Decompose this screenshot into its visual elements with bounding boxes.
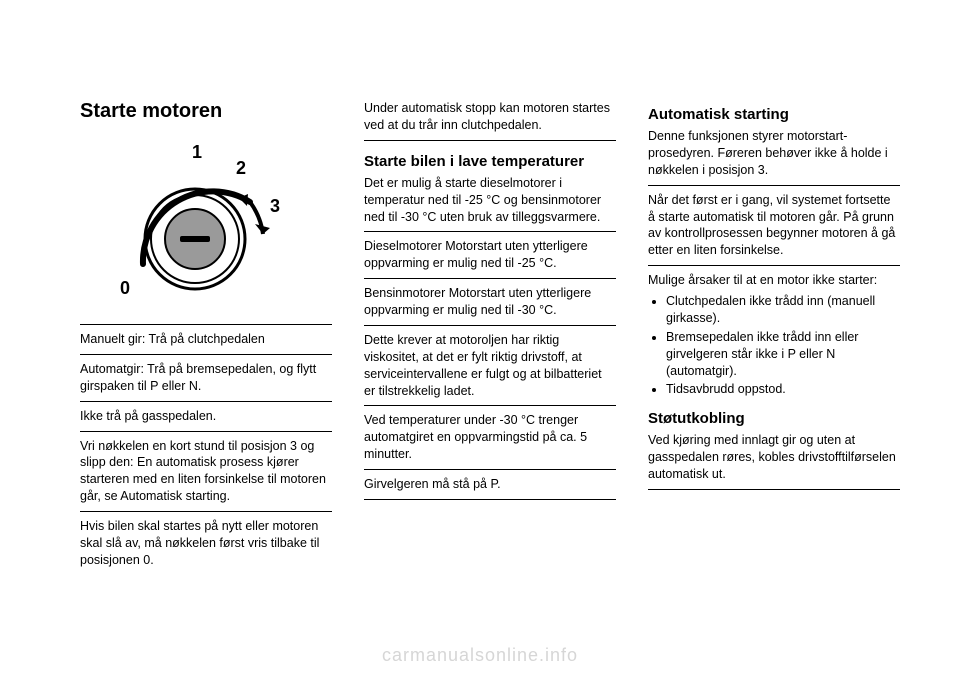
dial-label-3: 3 bbox=[270, 196, 280, 216]
para-autostart-process: Når det først er i gang, vil systemet fo… bbox=[648, 192, 900, 260]
dial-label-0: 0 bbox=[120, 278, 130, 298]
ignition-dial-svg: 0 1 2 3 bbox=[80, 134, 290, 314]
section-title-start-engine: Starte motoren bbox=[80, 100, 332, 122]
column-2: Under automatisk stopp kan motoren start… bbox=[364, 100, 616, 638]
para-manual-gear: Manuelt gir: Trå på clutchpedalen bbox=[80, 331, 332, 348]
divider bbox=[80, 511, 332, 512]
watermark-text: carmanualsonline.info bbox=[382, 645, 578, 666]
para-autostart-desc: Denne funksjonen styrer motorstart­prose… bbox=[648, 128, 900, 179]
divider bbox=[364, 140, 616, 141]
divider bbox=[364, 405, 616, 406]
subheading-overrun: Støtutkobling bbox=[648, 410, 900, 428]
para-auto-gear: Automatgir: Trå på bremsepedalen, og fly… bbox=[80, 361, 332, 395]
divider bbox=[648, 185, 900, 186]
para-selector-p: Girvelgeren må stå på P. bbox=[364, 476, 616, 493]
ignition-dial-figure: 0 1 2 3 bbox=[80, 134, 290, 314]
para-requirements: Dette krever at motoroljen har riktig vi… bbox=[364, 332, 616, 400]
column-layout: Starte motoren 0 bbox=[80, 100, 900, 638]
para-turn-key: Vri nøkkelen en kort stund til posisjon … bbox=[80, 438, 332, 506]
para-restart: Hvis bilen skal startes på nytt eller mo… bbox=[80, 518, 332, 569]
divider bbox=[364, 325, 616, 326]
divider bbox=[80, 431, 332, 432]
cause-item: Tidsavbrudd oppstod. bbox=[666, 381, 900, 398]
divider bbox=[648, 265, 900, 266]
para-diesel: Dieselmotorer Motorstart uten ytterli­ge… bbox=[364, 238, 616, 272]
dial-label-2: 2 bbox=[236, 158, 246, 178]
divider bbox=[364, 499, 616, 500]
dial-label-1: 1 bbox=[192, 142, 202, 162]
divider bbox=[364, 231, 616, 232]
para-auto-warmup: Ved temperaturer under -30 °C trenger au… bbox=[364, 412, 616, 463]
column-1: Starte motoren 0 bbox=[80, 100, 332, 638]
cause-item: Bremsepedalen ikke trådd inn eller girve… bbox=[666, 329, 900, 380]
manual-page: Starte motoren 0 bbox=[0, 0, 960, 678]
para-petrol: Bensinmotorer Motorstart uten ytter­lige… bbox=[364, 285, 616, 319]
divider bbox=[364, 469, 616, 470]
column-3: Automatisk starting Denne funksjonen sty… bbox=[648, 100, 900, 638]
para-auto-stop: Under automatisk stopp kan motoren start… bbox=[364, 100, 616, 134]
causes-list: Clutchpedalen ikke trådd inn (manuell gi… bbox=[648, 293, 900, 400]
divider bbox=[648, 489, 900, 490]
para-no-gas: Ikke trå på gasspedalen. bbox=[80, 408, 332, 425]
para-cold-temps: Det er mulig å starte dieselmotorer i te… bbox=[364, 175, 616, 226]
divider bbox=[80, 324, 332, 325]
subheading-cold-start: Starte bilen i lave temperaturer bbox=[364, 153, 616, 171]
divider bbox=[364, 278, 616, 279]
divider bbox=[80, 401, 332, 402]
cause-item: Clutchpedalen ikke trådd inn (manuell gi… bbox=[666, 293, 900, 327]
para-causes-label: Mulige årsaker til at en motor ikke star… bbox=[648, 272, 900, 289]
para-overrun-desc: Ved kjøring med innlagt gir og uten at g… bbox=[648, 432, 900, 483]
divider bbox=[80, 354, 332, 355]
subheading-auto-start: Automatisk starting bbox=[648, 106, 900, 124]
